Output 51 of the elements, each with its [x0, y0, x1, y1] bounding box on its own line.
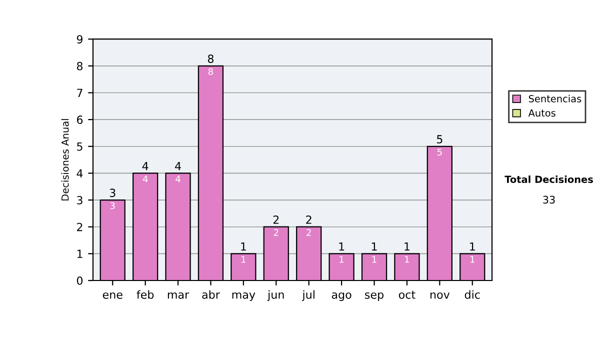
- total-label: 1: [372, 242, 377, 251]
- data-label: 1: [242, 256, 246, 263]
- data-label: 8: [208, 68, 213, 76]
- total-label: 1: [404, 242, 410, 251]
- y-tick-label: 8: [76, 62, 83, 70]
- legend-label: Sentencias: [528, 94, 582, 102]
- total-label: 2: [306, 215, 312, 224]
- total-label: 4: [142, 162, 148, 170]
- x-tick-label: sep: [365, 292, 384, 301]
- total-label: 1: [470, 242, 475, 251]
- data-label: 5: [437, 148, 442, 156]
- x-tick-label: mar: [168, 292, 190, 299]
- total-label: 1: [241, 242, 246, 251]
- total-label: 2: [273, 215, 279, 224]
- x-tick-label: nov: [430, 292, 450, 299]
- x-tick-label: jul: [302, 290, 314, 301]
- y-tick-label: 7: [77, 88, 82, 97]
- y-tick-label: 3: [77, 196, 82, 204]
- text: 33: [543, 196, 555, 204]
- text: Total Decisiones: [504, 175, 593, 184]
- total-label: 4: [175, 162, 181, 170]
- data-label: 2: [306, 229, 311, 236]
- data-label: 1: [340, 256, 344, 263]
- total-label: 1: [339, 242, 344, 251]
- x-tick-label: abr: [202, 290, 220, 299]
- total-label: 3: [110, 188, 116, 198]
- x-tick-label: feb: [136, 290, 154, 299]
- y-tick-label: 5: [77, 142, 82, 151]
- y-tick-label: 6: [76, 116, 83, 124]
- x-tick-label: oct: [398, 290, 416, 299]
- data-label: 3: [110, 202, 115, 210]
- data-label: 4: [176, 176, 180, 182]
- y-tick-label: 4: [76, 169, 83, 178]
- y-tick-label: 2: [77, 222, 82, 232]
- total-label: 5: [436, 135, 442, 144]
- x-tick-label: jun: [267, 290, 284, 301]
- x-tick-label: ene: [102, 292, 122, 299]
- legend-label: Autos: [528, 109, 556, 117]
- y-axis-title: Decisiones Anual: [61, 119, 69, 200]
- data-label: 2: [274, 229, 278, 236]
- x-tick-label: dic: [464, 290, 480, 299]
- data-label: 4: [142, 176, 148, 182]
- y-tick-label: 9: [76, 35, 82, 44]
- x-tick-label: may: [232, 292, 256, 301]
- x-tick-label: ago: [332, 292, 352, 301]
- y-tick-label: 1: [77, 250, 82, 258]
- data-label: 1: [405, 256, 410, 263]
- total-label: 8: [208, 54, 214, 63]
- y-tick-label: 0: [76, 276, 83, 285]
- data-label: 1: [372, 256, 376, 263]
- data-label: 1: [470, 256, 474, 263]
